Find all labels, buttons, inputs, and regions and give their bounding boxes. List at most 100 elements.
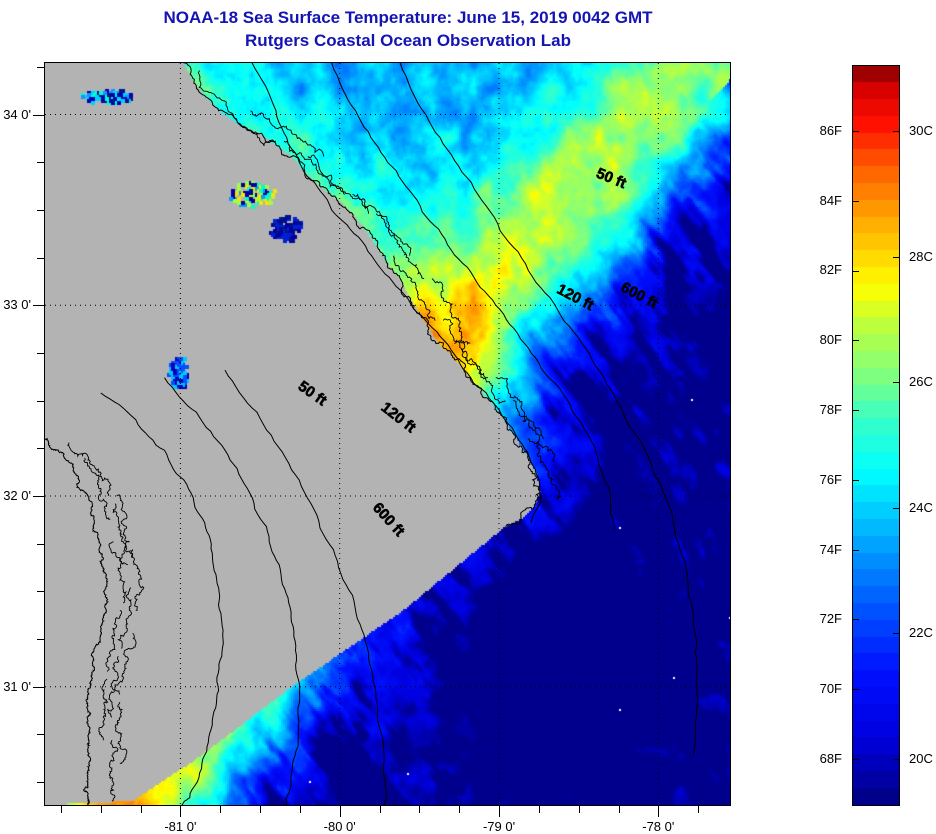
coastline-estuary: [376, 214, 424, 279]
coastline-estuary: [106, 610, 122, 671]
coastline-estuary: [353, 195, 411, 256]
colorbar-label-celsius: 26C: [909, 374, 936, 389]
y-axis-minor-tick: [37, 782, 44, 783]
x-axis-minor-tick: [419, 806, 420, 813]
colorbar-label-celsius: 30C: [909, 123, 936, 138]
colorbar-tick-fahrenheit: [852, 340, 859, 341]
x-axis-minor-tick: [619, 806, 620, 813]
y-axis-minor-tick: [37, 591, 44, 592]
colorbar-label-fahrenheit: 70F: [794, 681, 842, 696]
y-axis-major-tick: [33, 305, 44, 306]
x-axis-minor-tick: [698, 806, 699, 813]
y-axis-label: 34 0': [0, 107, 31, 122]
colorbar-gradient: [853, 66, 899, 805]
colorbar-label-fahrenheit: 84F: [794, 193, 842, 208]
contour-label-text: 120 ft: [554, 281, 597, 314]
colorbar-tick-fahrenheit: [852, 689, 859, 690]
coastline-carolina: [184, 63, 541, 527]
contour-600ft: [225, 370, 387, 805]
coastline-estuary: [284, 141, 345, 195]
title-block: NOAA-18 Sea Surface Temperature: June 15…: [0, 6, 816, 52]
coastline-estuary: [443, 319, 488, 379]
colorbar-label-fahrenheit: 80F: [794, 332, 842, 347]
colorbar-tick-fahrenheit: [852, 271, 859, 272]
colorbar-tick-celsius: [893, 131, 900, 132]
colorbar-tick-fahrenheit: [852, 619, 859, 620]
colorbar-tick-celsius: [893, 257, 900, 258]
coastline-estuary: [108, 656, 119, 717]
colorbar-label-fahrenheit: 72F: [794, 611, 842, 626]
y-axis-major-tick: [33, 687, 44, 688]
contour-600ft: [400, 63, 698, 755]
colorbar-label-fahrenheit: 68F: [794, 751, 842, 766]
x-axis-major-tick: [658, 806, 659, 817]
contour-label: 600 ft: [369, 499, 408, 539]
y-axis-minor-tick: [37, 401, 44, 402]
coastline-estuary: [84, 458, 110, 520]
y-axis-minor-tick: [37, 734, 44, 735]
x-axis-major-tick: [180, 806, 181, 817]
y-axis-minor-tick: [37, 639, 44, 640]
colorbar-tick-fahrenheit: [852, 410, 859, 411]
colorbar-tick-fahrenheit: [852, 550, 859, 551]
page-subtitle: Rutgers Coastal Ocean Observation Lab: [0, 29, 816, 52]
colorbar-label-fahrenheit: 76F: [794, 472, 842, 487]
colorbar-label-fahrenheit: 78F: [794, 402, 842, 417]
coastline-estuary: [115, 633, 136, 694]
colorbar-tick-celsius: [893, 759, 900, 760]
colorbar-label-celsius: 20C: [909, 751, 936, 766]
colorbar-tick-celsius: [893, 633, 900, 634]
map-overlay: 50 ft 120 ft 600 ft 50 ft 120 ft 600 ft: [45, 63, 730, 805]
coastline-estuary: [115, 702, 127, 764]
contour-50ft: [252, 63, 540, 523]
contour-label-text: 600 ft: [369, 499, 408, 539]
colorbar-tick-celsius: [893, 508, 900, 509]
coastline-estuary: [198, 71, 276, 146]
colorbar-tick-celsius: [893, 382, 900, 383]
contour-label-text: 600 ft: [618, 279, 661, 312]
contour-120ft: [165, 378, 300, 805]
coastline-estuary: [109, 542, 126, 603]
coastline-georgia: [45, 439, 108, 805]
colorbar-tick-fahrenheit: [852, 131, 859, 132]
colorbar-tick-fahrenheit: [852, 759, 859, 760]
y-axis-major-tick: [33, 496, 44, 497]
y-axis-minor-tick: [37, 544, 44, 545]
x-axis-minor-tick: [260, 806, 261, 813]
coastline-estuary: [68, 443, 111, 496]
x-axis-minor-tick: [141, 806, 142, 813]
colorbar-tick-fahrenheit: [852, 480, 859, 481]
sst-map-page: NOAA-18 Sea Surface Temperature: June 15…: [0, 0, 936, 832]
contour-label-text: 120 ft: [378, 399, 419, 437]
contour-label: 120 ft: [554, 281, 597, 314]
x-axis-major-tick: [340, 806, 341, 817]
contour-label: 50 ft: [594, 165, 629, 192]
x-axis-major-tick: [499, 806, 500, 817]
coastline-estuary: [496, 378, 544, 439]
y-axis-minor-tick: [37, 448, 44, 449]
contour-50ft: [101, 393, 224, 805]
contour-label: 120 ft: [378, 399, 419, 437]
contour-label: 50 ft: [295, 378, 330, 410]
y-axis-label: 32 0': [0, 488, 31, 503]
y-axis-label: 33 0': [0, 297, 31, 312]
x-axis-minor-tick: [101, 806, 102, 813]
colorbar-label-fahrenheit: 86F: [794, 123, 842, 138]
coastline-estuary: [131, 549, 144, 610]
x-axis-minor-tick: [579, 806, 580, 813]
x-axis-minor-tick: [539, 806, 540, 813]
y-axis-minor-tick: [37, 258, 44, 259]
contour-label-text: 50 ft: [295, 378, 330, 410]
coastline-estuary: [528, 439, 561, 500]
map-plot-area: 50 ft 120 ft 600 ft 50 ft 120 ft 600 ft: [44, 62, 731, 806]
y-axis-major-tick: [33, 115, 44, 116]
x-axis-minor-tick: [61, 806, 62, 813]
contour-label-text: 50 ft: [594, 165, 629, 192]
x-axis-minor-tick: [300, 806, 301, 813]
y-axis-minor-tick: [37, 162, 44, 163]
colorbar-tick-fahrenheit: [852, 201, 859, 202]
contour-label: 600 ft: [618, 279, 661, 312]
coastline-estuary: [308, 155, 369, 214]
y-axis-label: 31 0': [0, 679, 31, 694]
colorbar-label-celsius: 28C: [909, 249, 936, 264]
